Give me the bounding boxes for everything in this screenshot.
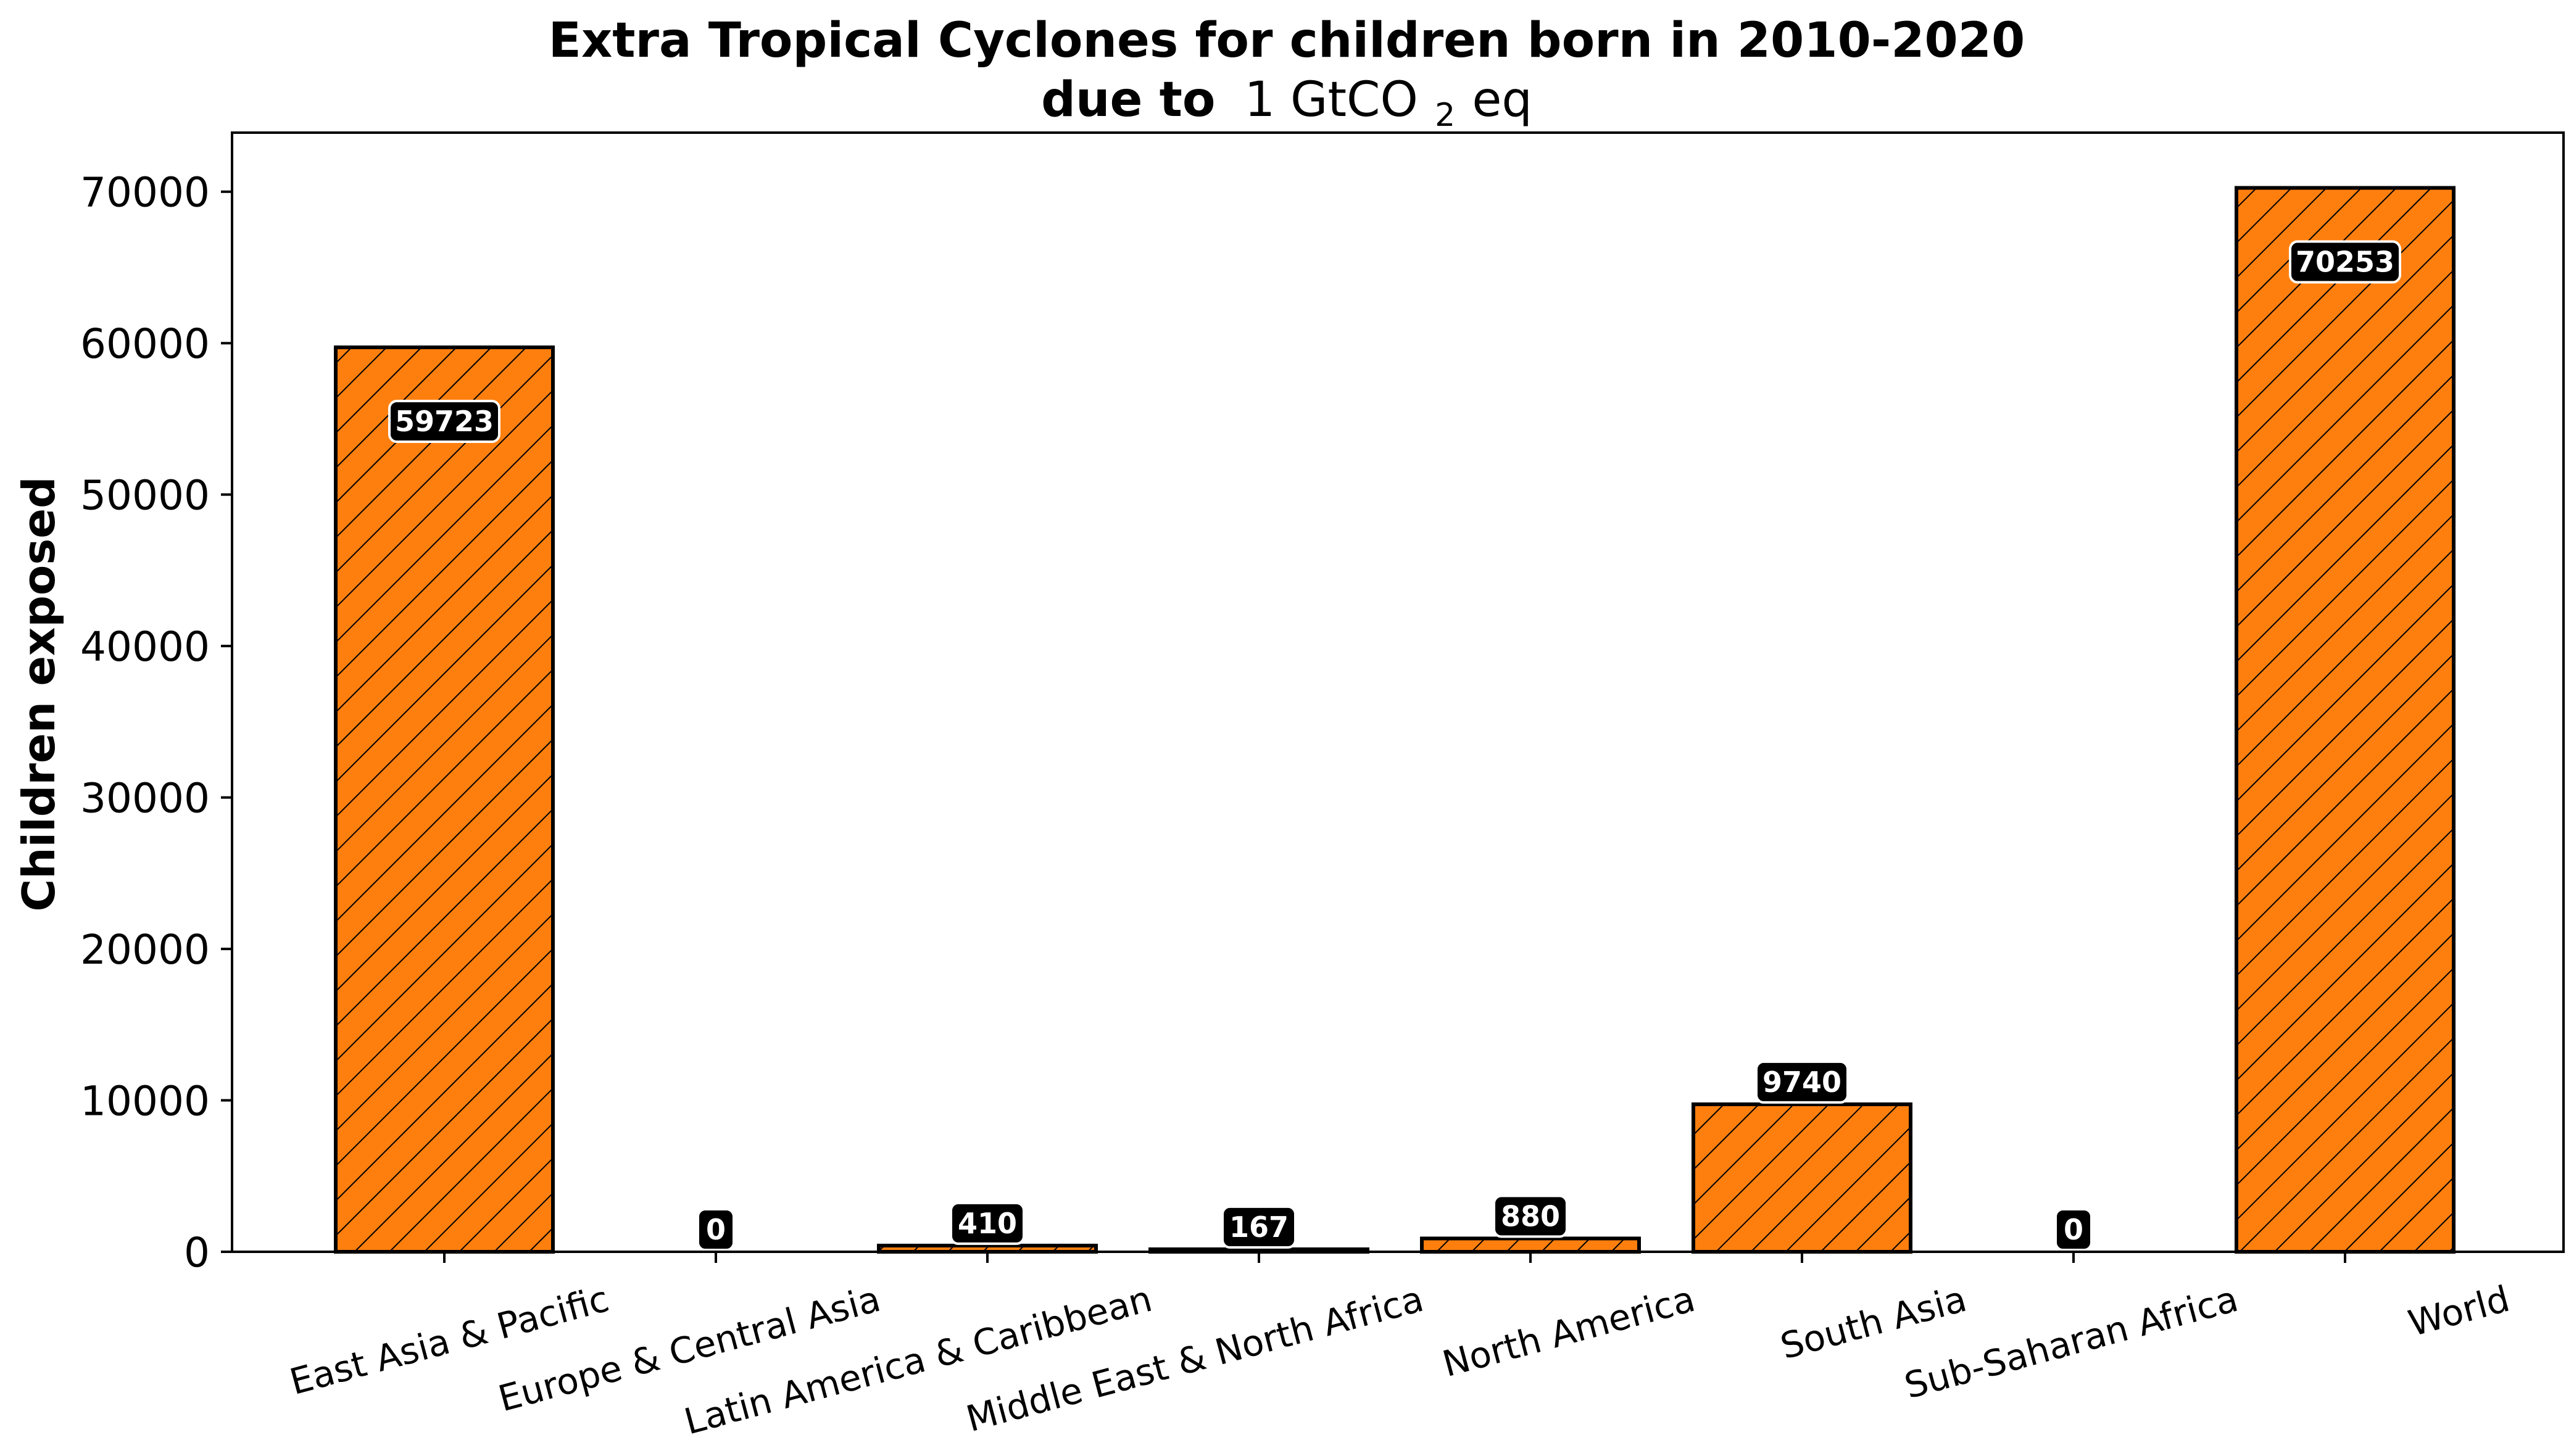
- y-tick-label-0: 0: [184, 1229, 210, 1276]
- x-tick-label-world: World: [2404, 1278, 2514, 1345]
- data-label-sub-saharan-africa: 0: [2064, 1213, 2083, 1246]
- data-label-world: 70253: [2296, 246, 2394, 279]
- y-tick-label-50000: 50000: [80, 472, 210, 519]
- subtitle-unit-suffix: eq: [1472, 72, 1532, 128]
- bars-layer: [334, 186, 2456, 1254]
- data-label-europe-central-asia: 0: [706, 1213, 726, 1246]
- subtitle-prefix: due to: [1041, 72, 1215, 128]
- y-axis-label: Children exposed: [13, 476, 65, 911]
- y-tick-label-10000: 10000: [80, 1078, 210, 1125]
- bar-hatch-south-asia: [1693, 1104, 1911, 1252]
- chart-title: Extra Tropical Cyclones for children bor…: [549, 13, 2025, 68]
- data-label-east-asia-pacific: 59723: [395, 405, 494, 438]
- data-label-latin-america-caribbean: 410: [958, 1207, 1017, 1240]
- data-label-box-north-america: [1493, 1194, 1568, 1238]
- data-label-middle-east-north-africa: 167: [1229, 1210, 1289, 1244]
- y-tick-label-30000: 30000: [80, 775, 210, 822]
- bar-hatch-world: [2236, 188, 2454, 1252]
- bar-hatch-latin-america-caribbean: [879, 1245, 1096, 1252]
- data-label-box-east-asia-pacific: [388, 399, 500, 443]
- data-label-box-middle-east-north-africa: [1221, 1205, 1297, 1249]
- data-label-south-asia: 9740: [1762, 1065, 1841, 1099]
- chart-subtitle: due to 1 GtCO 2 eq: [1041, 72, 1532, 138]
- y-axis-ticks: 0 10000 20000 30000 40000 50000 60000 70000: [80, 169, 232, 1276]
- data-labels: 59723 0 410 167 880 9740 0 70253: [388, 240, 2401, 1251]
- y-tick-label-60000: 60000: [80, 320, 210, 368]
- plot-frame: [231, 131, 2565, 1253]
- data-label-north-america: 880: [1501, 1199, 1560, 1233]
- y-tick-label-70000: 70000: [80, 169, 210, 217]
- bar-hatch-north-america: [1422, 1238, 1639, 1252]
- data-label-box-south-asia: [1755, 1060, 1849, 1104]
- x-tick-label-middle-east-north-africa: Middle East & North Africa: [962, 1278, 1428, 1440]
- x-tick-label-south-asia: South Asia: [1776, 1278, 1971, 1368]
- subtitle-unit: 1 GtCO: [1245, 72, 1418, 128]
- x-tick-label-latin-america-caribbean: Latin America & Caribbean: [680, 1278, 1156, 1443]
- data-label-box-sub-saharan-africa: [2054, 1208, 2093, 1251]
- data-label-box-europe-central-asia: [697, 1208, 735, 1251]
- y-tick-label-40000: 40000: [80, 623, 210, 671]
- subtitle-unit-subscript: 2: [1435, 97, 1455, 134]
- data-label-box-world: [2289, 240, 2401, 284]
- data-label-box-latin-america-caribbean: [950, 1201, 1025, 1245]
- y-tick-label-20000: 20000: [80, 926, 210, 974]
- x-tick-label-north-america: North America: [1438, 1278, 1699, 1385]
- bar-hatch-east-asia-pacific: [336, 347, 553, 1252]
